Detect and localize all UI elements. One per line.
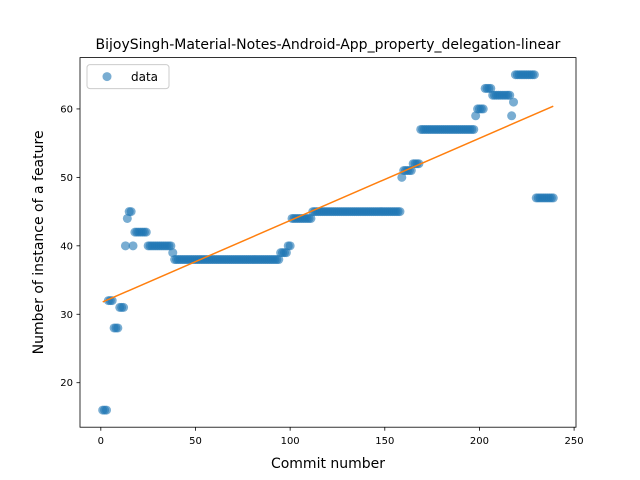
data-point xyxy=(507,111,517,121)
data-point xyxy=(281,248,291,258)
data-point xyxy=(126,207,136,217)
y-tick-label: 60 xyxy=(60,104,73,115)
data-point xyxy=(469,124,479,134)
fit-line xyxy=(102,105,554,303)
data-point xyxy=(166,241,176,251)
data-point xyxy=(274,255,284,265)
y-tick-label: 40 xyxy=(60,241,73,252)
x-axis-label: Commit number xyxy=(271,456,385,472)
x-tick-label: 250 xyxy=(565,436,584,447)
data-point xyxy=(509,97,519,107)
legend-marker xyxy=(102,72,112,82)
y-axis-ticks: 20 30 40 50 60 xyxy=(60,104,80,389)
data-point xyxy=(102,405,111,415)
x-tick-label: 200 xyxy=(470,436,489,447)
y-axis-label: Number of instance of a feature xyxy=(31,130,47,354)
legend-label: data xyxy=(131,70,158,84)
data-point xyxy=(306,213,316,223)
data-point xyxy=(113,323,123,333)
data-point xyxy=(486,83,496,93)
x-tick-label: 0 xyxy=(98,436,104,447)
fit-line-group xyxy=(102,105,554,303)
data-point xyxy=(529,70,539,80)
data-point xyxy=(120,241,130,251)
data-point xyxy=(471,111,481,121)
x-tick-label: 150 xyxy=(375,436,394,447)
data-point xyxy=(395,207,405,217)
data-point xyxy=(119,302,129,312)
data-point xyxy=(128,241,138,251)
data-marks xyxy=(98,70,558,415)
data-point xyxy=(548,193,558,203)
chart-title: BijoySingh-Material-Notes-Android-App_pr… xyxy=(96,37,561,53)
data-point xyxy=(141,227,151,237)
plot-frame xyxy=(79,57,577,428)
data-point xyxy=(122,213,132,223)
data-point xyxy=(478,104,488,114)
x-axis-ticks: 0 50 100 150 200 250 xyxy=(98,427,584,447)
data-point xyxy=(285,241,295,251)
x-tick-label: 50 xyxy=(189,436,202,447)
legend-box xyxy=(86,64,170,90)
x-tick-label: 100 xyxy=(281,436,300,447)
y-tick-label: 50 xyxy=(60,173,73,184)
y-tick-label: 20 xyxy=(60,378,73,389)
legend: data xyxy=(86,64,170,90)
y-tick-label: 30 xyxy=(60,310,73,321)
data-point xyxy=(168,248,178,258)
data-point xyxy=(505,90,515,100)
data-point xyxy=(397,172,407,182)
